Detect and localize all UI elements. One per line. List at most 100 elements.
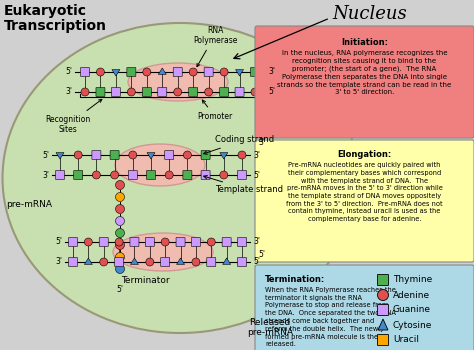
Circle shape: [192, 258, 200, 266]
FancyBboxPatch shape: [183, 170, 192, 180]
Text: Adenine: Adenine: [393, 290, 430, 300]
FancyBboxPatch shape: [235, 88, 244, 97]
Text: When the RNA Polymerase reaches the
terminator it signals the RNA
Polymerase to : When the RNA Polymerase reaches the term…: [265, 287, 396, 347]
Text: 3': 3': [258, 138, 265, 147]
Polygon shape: [378, 319, 388, 330]
FancyBboxPatch shape: [96, 88, 105, 97]
FancyBboxPatch shape: [110, 150, 119, 160]
Text: In the nucleus, RNA polymerase recognizes the
recognition sites causing it to bi: In the nucleus, RNA polymerase recognize…: [277, 50, 452, 95]
Text: Recognition
Sites: Recognition Sites: [46, 99, 102, 134]
Circle shape: [257, 169, 266, 178]
Text: 5': 5': [117, 285, 124, 294]
Polygon shape: [176, 258, 184, 264]
Circle shape: [116, 252, 125, 261]
FancyBboxPatch shape: [115, 258, 124, 266]
Text: Nucleus: Nucleus: [333, 5, 407, 23]
Text: RNA
Polymerase: RNA Polymerase: [193, 26, 237, 66]
Text: Guanine: Guanine: [393, 306, 431, 315]
FancyBboxPatch shape: [146, 238, 155, 246]
FancyBboxPatch shape: [146, 170, 155, 180]
Text: 5': 5': [55, 238, 62, 246]
Circle shape: [257, 217, 266, 226]
Circle shape: [81, 88, 89, 96]
Circle shape: [92, 171, 100, 179]
FancyBboxPatch shape: [201, 170, 210, 180]
Circle shape: [257, 146, 266, 154]
Circle shape: [220, 171, 228, 179]
Circle shape: [251, 88, 259, 96]
Circle shape: [377, 289, 389, 301]
Text: Termination:: Termination:: [265, 275, 325, 284]
Text: pre-mRNA: pre-mRNA: [6, 200, 52, 209]
Circle shape: [257, 194, 266, 203]
FancyBboxPatch shape: [176, 238, 185, 246]
Circle shape: [116, 193, 125, 202]
FancyBboxPatch shape: [73, 170, 82, 180]
Text: 3': 3': [42, 170, 49, 180]
FancyBboxPatch shape: [237, 170, 246, 180]
Polygon shape: [84, 258, 92, 264]
Text: 3': 3': [253, 150, 260, 160]
Text: Released
pre-mRNA: Released pre-mRNA: [247, 318, 293, 337]
Circle shape: [116, 229, 125, 238]
Ellipse shape: [113, 233, 213, 271]
Text: 3': 3': [268, 68, 275, 77]
FancyBboxPatch shape: [130, 238, 139, 246]
Text: 5': 5': [258, 250, 265, 259]
Text: Cytosine: Cytosine: [393, 321, 432, 329]
FancyBboxPatch shape: [222, 238, 231, 246]
FancyBboxPatch shape: [81, 68, 90, 77]
Text: Pre-mRNA nucleotides are quickly paired with
their complementary bases which cor: Pre-mRNA nucleotides are quickly paired …: [286, 162, 443, 222]
Circle shape: [116, 240, 125, 250]
Text: 5': 5': [42, 150, 49, 160]
FancyBboxPatch shape: [207, 258, 216, 266]
Circle shape: [74, 151, 82, 159]
Polygon shape: [220, 153, 228, 159]
Text: 5': 5': [253, 258, 260, 266]
Text: Coding strand: Coding strand: [204, 135, 274, 154]
Circle shape: [257, 205, 266, 215]
Ellipse shape: [2, 23, 357, 333]
Text: Template strand: Template strand: [204, 175, 283, 195]
Circle shape: [220, 68, 228, 76]
Text: 3': 3': [65, 88, 72, 97]
Circle shape: [238, 151, 246, 159]
Circle shape: [84, 238, 92, 246]
FancyBboxPatch shape: [237, 238, 246, 246]
FancyBboxPatch shape: [377, 274, 389, 286]
Polygon shape: [158, 68, 166, 75]
Circle shape: [100, 258, 108, 266]
FancyBboxPatch shape: [69, 238, 78, 246]
FancyBboxPatch shape: [111, 88, 120, 97]
FancyBboxPatch shape: [191, 238, 201, 246]
Text: Eukaryotic
Transcription: Eukaryotic Transcription: [4, 4, 107, 33]
Polygon shape: [236, 70, 244, 76]
FancyBboxPatch shape: [250, 68, 259, 77]
Circle shape: [257, 182, 266, 190]
Circle shape: [116, 181, 125, 189]
FancyBboxPatch shape: [55, 170, 64, 180]
Text: 5': 5': [253, 170, 260, 180]
Circle shape: [257, 158, 266, 167]
Ellipse shape: [128, 63, 228, 101]
Ellipse shape: [115, 144, 205, 186]
Circle shape: [189, 68, 197, 76]
Text: 3': 3': [55, 258, 62, 266]
Text: Initiation:: Initiation:: [341, 38, 388, 47]
FancyBboxPatch shape: [255, 140, 474, 262]
FancyBboxPatch shape: [204, 68, 213, 77]
Text: Uracil: Uracil: [393, 336, 419, 344]
Text: Thymine: Thymine: [393, 275, 432, 285]
Circle shape: [128, 88, 136, 96]
FancyBboxPatch shape: [158, 88, 167, 97]
Circle shape: [96, 68, 104, 76]
Circle shape: [146, 258, 154, 266]
Circle shape: [110, 171, 118, 179]
Text: 3': 3': [253, 238, 260, 246]
FancyBboxPatch shape: [161, 258, 170, 266]
FancyBboxPatch shape: [237, 258, 246, 266]
Circle shape: [183, 151, 191, 159]
Circle shape: [161, 238, 169, 246]
FancyBboxPatch shape: [127, 68, 136, 77]
Circle shape: [165, 171, 173, 179]
